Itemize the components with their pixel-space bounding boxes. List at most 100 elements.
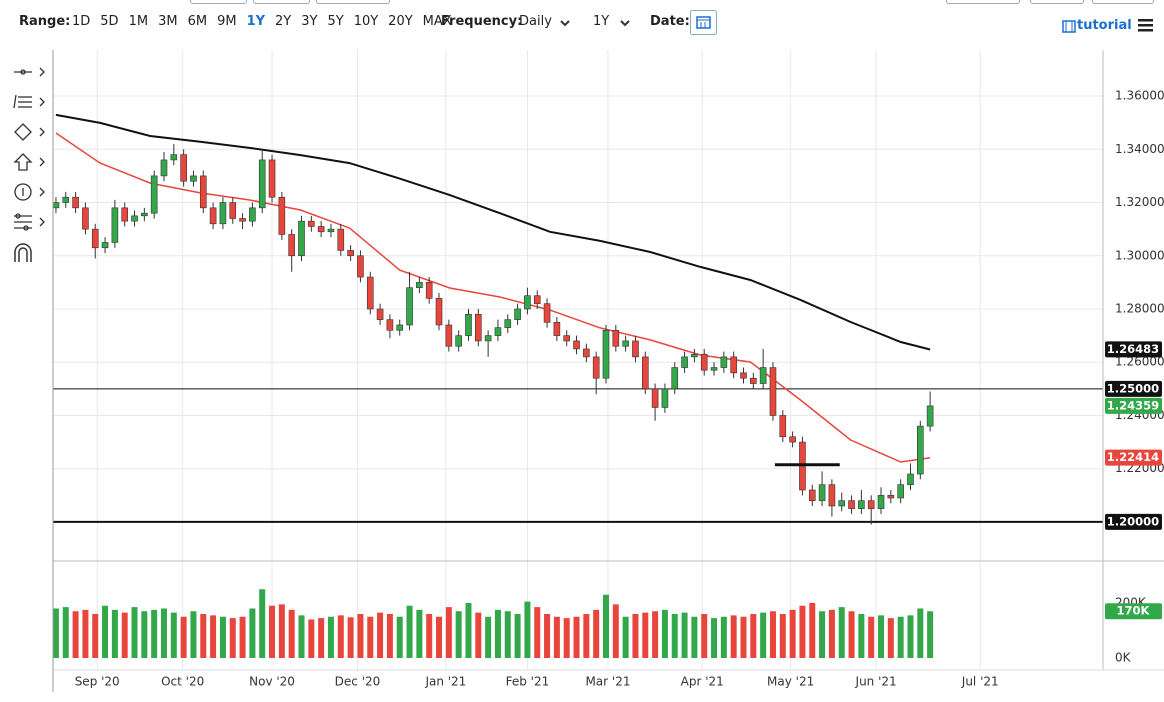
candle-body <box>524 295 531 310</box>
plot-area: Sep '20 Oct '20 Nov '20 Dec '20 Jan '21 Feb '… <box>52 50 1164 689</box>
candle-body <box>209 207 217 225</box>
candle-body <box>366 276 374 310</box>
volume-bar <box>200 613 207 658</box>
x-tick-label: Mar '21 <box>585 675 630 689</box>
volume-bar <box>278 604 285 658</box>
volume-bar <box>151 609 158 658</box>
badge-box <box>1105 341 1162 358</box>
top-button[interactable] <box>1030 0 1084 4</box>
range-button[interactable]: 1Y <box>246 14 266 29</box>
range-button[interactable]: 20Y <box>388 14 413 29</box>
range-button[interactable]: 5D <box>100 14 119 29</box>
badge-box <box>1105 603 1162 620</box>
candle-body <box>789 436 796 443</box>
volume-bar <box>347 617 354 658</box>
menu-button[interactable] <box>1138 18 1154 32</box>
y-tick-label: 1.36000 <box>1115 89 1164 103</box>
volume-bar <box>848 611 855 658</box>
volume-bar <box>141 611 148 658</box>
price-badge: 1.24359 <box>1105 397 1162 414</box>
volume-bar <box>868 616 875 658</box>
range-button[interactable]: 10Y <box>353 14 379 29</box>
candle-body <box>317 226 325 233</box>
candle-body <box>219 202 227 225</box>
candle-body <box>396 324 404 331</box>
candle-body <box>249 207 256 222</box>
volume-bar <box>514 613 521 658</box>
y-tick-label: 1.26000 <box>1115 355 1164 369</box>
badge-label: 1.25000 <box>1107 381 1159 395</box>
volume-bar <box>544 613 551 658</box>
candle-body <box>278 196 286 235</box>
volume-bar <box>769 611 776 658</box>
range-button[interactable]: 6M <box>187 14 208 29</box>
tool-line[interactable] <box>14 67 45 77</box>
volume-bar <box>259 589 266 658</box>
tutorial-link[interactable]: tutorial <box>1077 18 1132 33</box>
candle-body <box>543 303 551 323</box>
range-button[interactable]: 1M <box>128 14 149 29</box>
volume-bar <box>288 609 295 658</box>
tool-magnet[interactable] <box>14 243 32 262</box>
candle-body <box>514 308 521 320</box>
volume-bar <box>583 613 590 658</box>
top-button[interactable] <box>316 0 390 4</box>
tool-pitchfork[interactable] <box>14 213 45 231</box>
volume-bar <box>632 613 639 658</box>
candle-body <box>740 372 747 379</box>
volume-bar <box>269 605 276 658</box>
candle-body <box>700 353 708 371</box>
candle-body <box>917 425 924 475</box>
candle-body <box>150 175 158 214</box>
period-select[interactable]: 1Y <box>593 14 610 29</box>
x-tick-label: Jul '21 <box>961 675 999 689</box>
candle-body <box>720 356 728 368</box>
badge-box <box>1105 513 1162 530</box>
top-button[interactable] <box>190 0 247 4</box>
tool-annotation[interactable] <box>14 183 45 201</box>
volume-bar <box>111 609 118 658</box>
range-button[interactable]: MAX <box>422 14 452 29</box>
top-button[interactable] <box>946 0 1020 4</box>
candle-body <box>592 356 600 379</box>
x-tick-label: Oct '20 <box>161 675 204 689</box>
top-button[interactable] <box>1092 0 1154 4</box>
volume-bar <box>386 613 393 658</box>
range-button[interactable]: 2Y <box>275 14 292 29</box>
tool-fib[interactable] <box>13 94 45 109</box>
range-button[interactable]: 5Y <box>327 14 344 29</box>
candle-body <box>583 348 590 358</box>
range-button[interactable]: 1D <box>72 14 91 29</box>
volume-bar <box>789 609 796 658</box>
candle-body <box>750 377 757 384</box>
candle-body <box>160 159 168 177</box>
candle-body <box>887 495 895 499</box>
x-tick-label: Feb '21 <box>506 675 550 689</box>
candle-body <box>828 484 836 507</box>
range-button[interactable]: 3M <box>158 14 178 29</box>
tool-arrow[interactable] <box>13 153 45 171</box>
candle-body <box>386 319 394 331</box>
candle-body <box>406 287 413 326</box>
volume-bar <box>524 601 531 658</box>
volume-bar <box>337 615 344 658</box>
volume-bar <box>72 611 79 658</box>
calendar-button[interactable] <box>690 10 717 35</box>
frequency-select[interactable]: Daily <box>519 14 552 29</box>
top-button[interactable] <box>253 0 310 4</box>
volume-bar <box>799 605 806 658</box>
candle-body <box>730 356 737 374</box>
tool-shape[interactable] <box>14 123 45 141</box>
candle-body <box>867 500 875 509</box>
volume-bar <box>701 613 708 658</box>
range-button[interactable]: 9M <box>217 14 237 29</box>
candle-body <box>573 340 580 350</box>
candle-body <box>651 388 659 408</box>
candle-body <box>111 207 119 243</box>
candle-body <box>347 250 354 257</box>
volume-bar <box>416 609 423 658</box>
range-button[interactable]: 3Y <box>301 14 318 29</box>
candle-body <box>691 353 698 358</box>
volume-bar <box>229 618 236 658</box>
